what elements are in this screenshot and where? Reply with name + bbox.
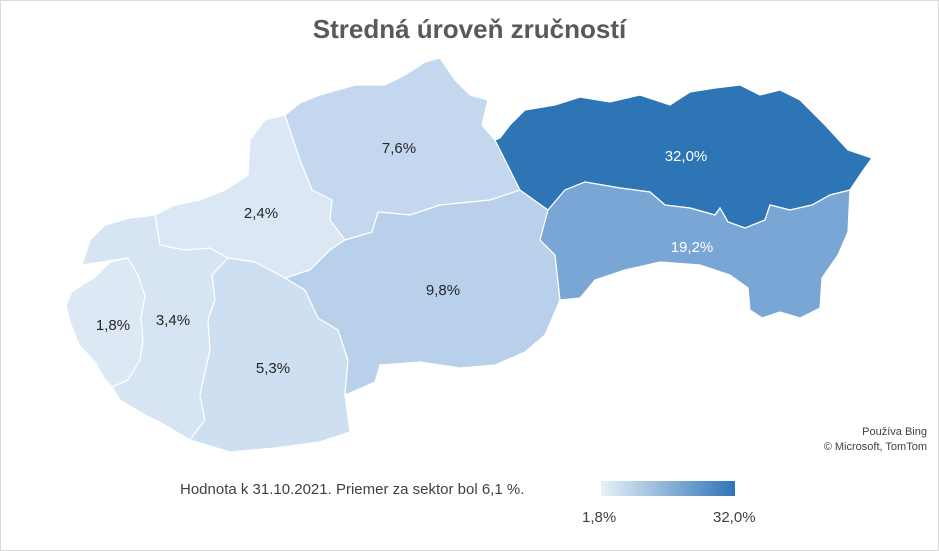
label-bratislava: 1,8% [96,317,130,334]
map-credit: Používa Bing © Microsoft, TomTom [824,425,927,455]
label-kosice: 19,2% [671,239,714,256]
credit-line-1: Používa Bing [862,426,927,438]
label-trnava: 3,4% [156,312,190,329]
credit-line-2: © Microsoft, TomTom [823,441,927,453]
label-presov: 32,0% [665,148,708,165]
legend-min-label: 1,8% [582,509,617,526]
region-banska-bystrica[interactable] [283,189,561,396]
legend-max-label: 32,0% [713,509,756,526]
label-zilina: 7,6% [382,140,416,157]
map-title: Stredná úroveň zručností [312,14,627,44]
region-kosice[interactable] [539,181,851,319]
label-nitra: 5,3% [256,360,290,377]
footnote: Hodnota k 31.10.2021. Priemer za sektor … [180,481,525,498]
legend-gradient-bar [601,481,735,496]
label-trencin: 2,4% [244,205,278,222]
label-banska-bystrica: 9,8% [426,282,460,299]
